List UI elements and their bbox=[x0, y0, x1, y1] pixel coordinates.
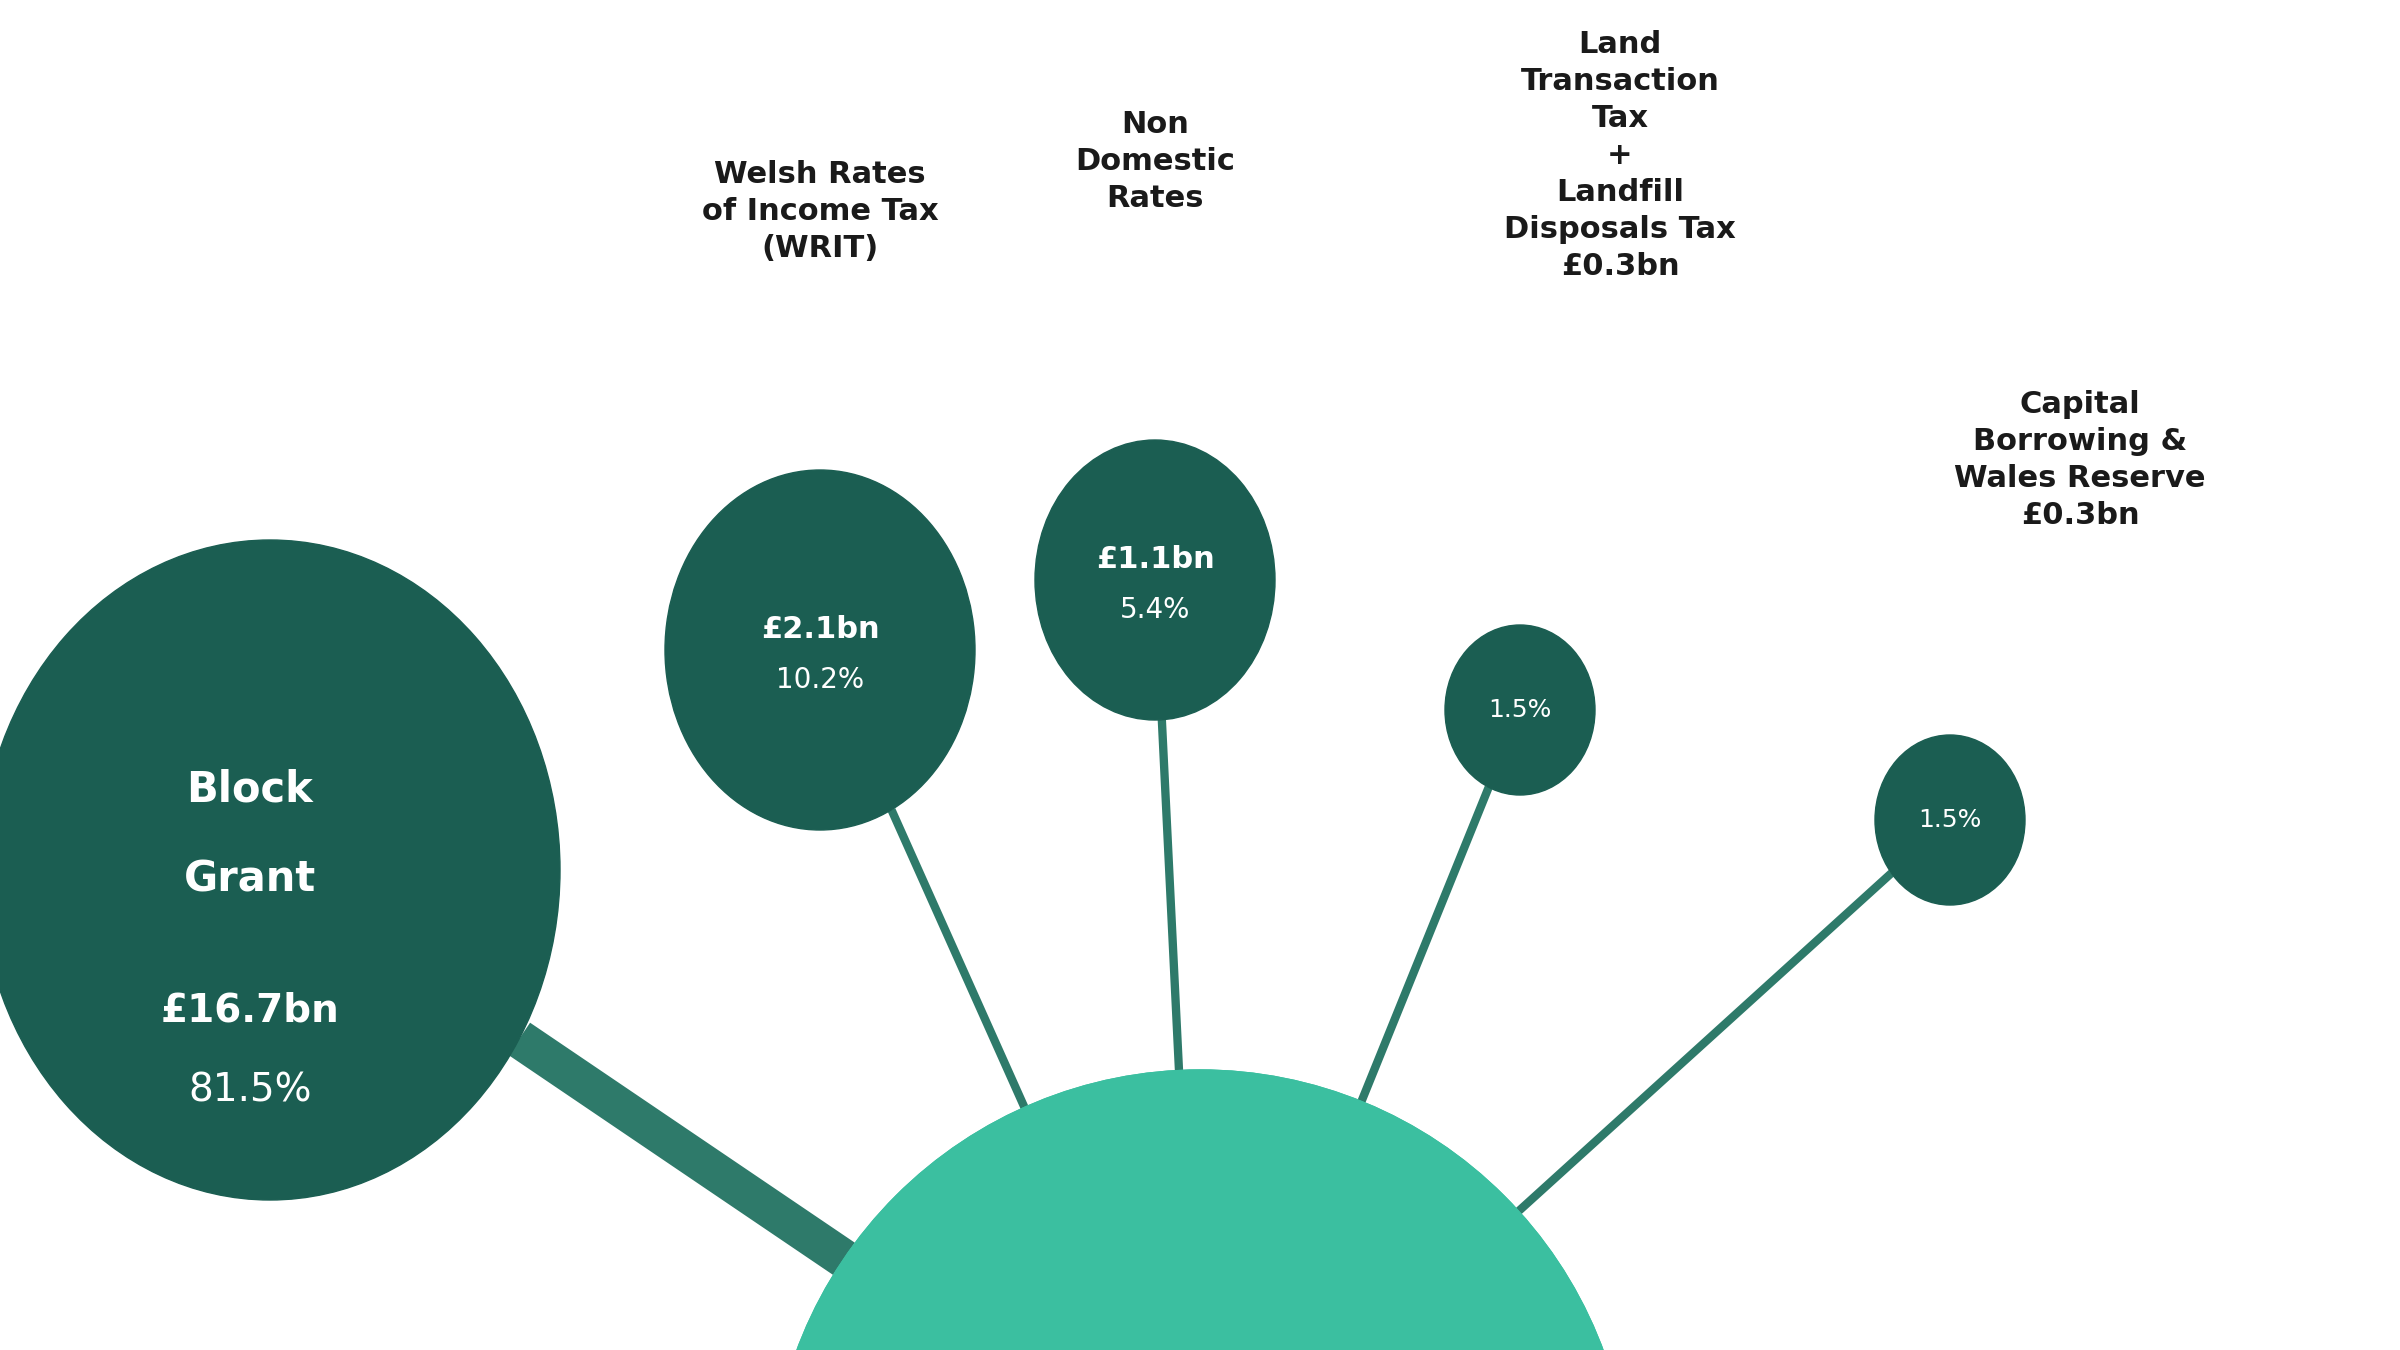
Text: Block: Block bbox=[187, 769, 314, 811]
Text: Land
Transaction
Tax
+
Landfill
Disposals Tax
£0.3bn: Land Transaction Tax + Landfill Disposal… bbox=[1505, 30, 1735, 281]
Text: 1.5%: 1.5% bbox=[1488, 698, 1553, 722]
Circle shape bbox=[770, 1071, 1630, 1350]
Text: 10.2%: 10.2% bbox=[775, 666, 864, 694]
Text: Capital
Borrowing &
Wales Reserve
£0.3bn: Capital Borrowing & Wales Reserve £0.3bn bbox=[1954, 390, 2206, 531]
Ellipse shape bbox=[1874, 734, 2026, 905]
Text: 5.4%: 5.4% bbox=[1121, 595, 1190, 624]
Text: Grant: Grant bbox=[185, 859, 317, 900]
Circle shape bbox=[770, 1071, 1630, 1350]
Text: Welsh Rates
of Income Tax
(WRIT): Welsh Rates of Income Tax (WRIT) bbox=[701, 161, 938, 263]
Ellipse shape bbox=[1445, 625, 1596, 795]
Text: £2.1bn: £2.1bn bbox=[761, 616, 878, 644]
Ellipse shape bbox=[665, 470, 974, 830]
Text: 1.5%: 1.5% bbox=[1918, 809, 1982, 832]
Ellipse shape bbox=[0, 540, 559, 1200]
Text: Non
Domestic
Rates: Non Domestic Rates bbox=[1075, 109, 1236, 213]
Text: £16.7bn: £16.7bn bbox=[161, 991, 338, 1029]
Text: £1.1bn: £1.1bn bbox=[1097, 545, 1214, 575]
Ellipse shape bbox=[1034, 440, 1274, 720]
Text: 81.5%: 81.5% bbox=[187, 1071, 312, 1108]
